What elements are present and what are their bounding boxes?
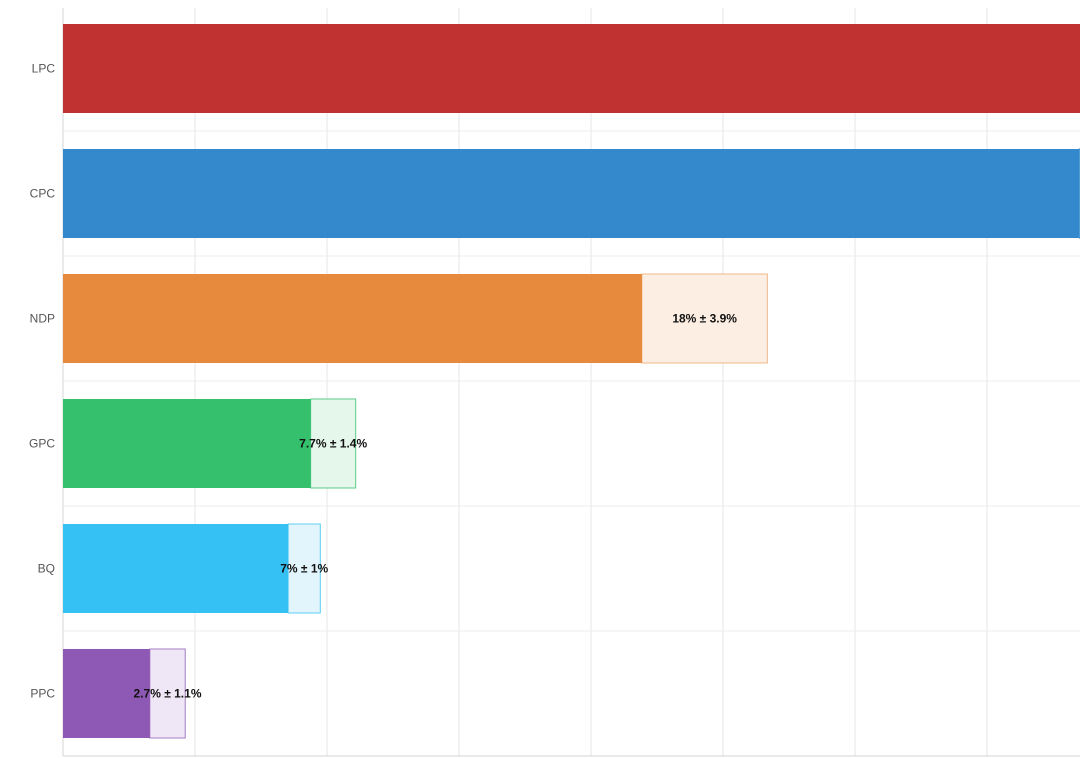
tick-label-cpc: CPC [30,187,56,201]
data-label-gpc: 7.7% ± 1.4% [299,437,367,451]
error-band-ndp [641,273,768,364]
bars [63,24,1080,739]
data-label-ppc: 2.7% ± 1.1% [134,687,202,701]
tick-label-lpc: LPC [32,62,56,76]
data-label-ndp: 18% ± 3.9% [672,312,737,326]
error-band-ppc [149,648,186,739]
error-band-gpc [310,398,357,489]
bar-ndp [63,274,642,363]
bar-gpc [63,399,311,488]
error-band-bq [287,523,321,614]
bar-lpc [63,24,1080,113]
grid [62,8,1080,757]
bar-ppc [63,649,150,738]
tick-label-bq: BQ [38,562,55,576]
tick-label-ndp: NDP [30,312,55,326]
tick-label-ppc: PPC [30,687,55,701]
bar-bq [63,524,289,613]
data-label-bq: 7% ± 1% [280,562,328,576]
tick-label-gpc: GPC [29,437,55,451]
bar-cpc [63,149,1080,238]
